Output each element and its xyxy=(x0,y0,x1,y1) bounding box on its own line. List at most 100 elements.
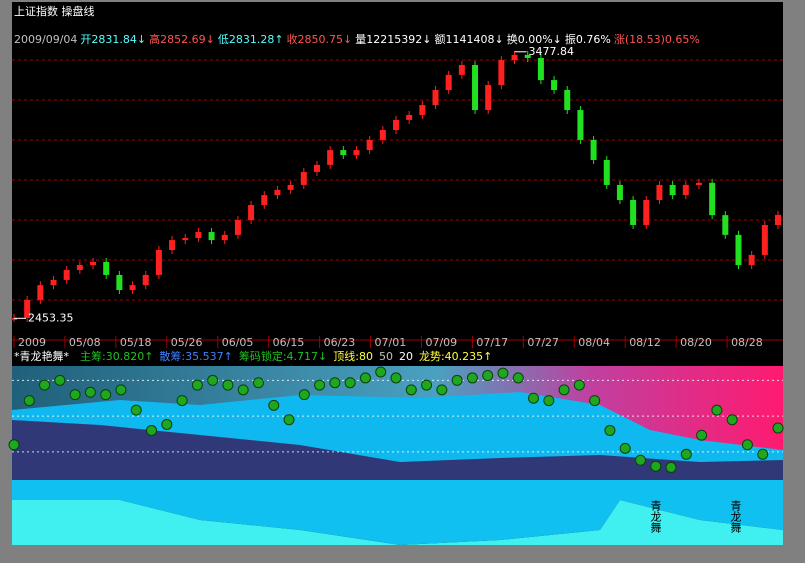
candle xyxy=(735,234,742,266)
bubble xyxy=(573,379,585,391)
candle xyxy=(564,89,571,111)
candle xyxy=(472,65,479,111)
candle xyxy=(406,114,413,120)
bubble xyxy=(283,414,295,426)
bubble xyxy=(665,461,677,473)
candle xyxy=(195,232,202,239)
bubble xyxy=(8,439,20,451)
x-tick-label: 08/12 xyxy=(629,336,661,349)
bubble xyxy=(329,377,341,389)
x-tick-label: 05/26 xyxy=(171,336,203,349)
candle xyxy=(24,299,31,318)
bubble xyxy=(604,424,616,436)
candle xyxy=(524,54,531,58)
x-tick-label: 08/28 xyxy=(731,336,763,349)
x-tick-label: 06/05 xyxy=(222,336,254,349)
bubble xyxy=(237,384,249,396)
legend-item: 50 xyxy=(379,350,393,363)
candle xyxy=(76,265,83,271)
bubble xyxy=(650,460,662,472)
candle xyxy=(340,150,347,156)
candle xyxy=(90,261,97,266)
bubble xyxy=(298,389,310,401)
x-tick-label: 07/17 xyxy=(476,336,508,349)
candle xyxy=(551,80,558,90)
info-item: 低2831.28↑ xyxy=(218,33,284,46)
bubble xyxy=(146,424,158,436)
bubble xyxy=(130,404,142,416)
candle xyxy=(419,105,426,115)
legend-item: 散筹:35.537↑ xyxy=(159,349,232,363)
bubble xyxy=(589,395,601,407)
x-tick-label: 08/04 xyxy=(578,336,610,349)
x-tick-label: 07/09 xyxy=(425,336,457,349)
candle xyxy=(353,150,360,156)
x-tick-label: 07/01 xyxy=(375,336,407,349)
bubble xyxy=(451,374,463,386)
bubble xyxy=(314,379,326,391)
legend-item: 主筹:30.820↑ xyxy=(80,349,153,363)
x-tick-label: 05/08 xyxy=(69,336,101,349)
candle xyxy=(327,150,334,165)
bubble xyxy=(634,454,646,466)
bubble xyxy=(528,392,540,404)
bubble xyxy=(512,372,524,384)
x-tick-label: 07/27 xyxy=(527,336,559,349)
bubble xyxy=(558,384,570,396)
bubble xyxy=(421,379,433,391)
info-item: 振0.76% xyxy=(565,32,611,46)
candle xyxy=(274,189,281,196)
candle xyxy=(616,184,623,201)
info-item: 收2850.75↓ xyxy=(287,32,353,46)
candle xyxy=(590,139,597,160)
candle xyxy=(656,184,663,201)
candle xyxy=(669,184,676,196)
bubble xyxy=(466,372,478,384)
candle xyxy=(208,232,215,241)
candle xyxy=(775,214,781,226)
bubble xyxy=(359,372,371,384)
legend-item: 顶线:80 xyxy=(333,349,373,363)
bubble xyxy=(772,422,784,434)
bubble xyxy=(741,439,753,451)
band-aqua xyxy=(12,500,783,545)
candle xyxy=(511,54,518,61)
candle xyxy=(485,85,492,111)
candle xyxy=(379,130,386,140)
bubble xyxy=(115,384,127,396)
band-dark xyxy=(12,420,783,480)
watermark: 青龙舞 xyxy=(649,500,662,534)
candle xyxy=(643,200,650,226)
annotation: 2453.35 xyxy=(28,311,74,324)
candle xyxy=(261,195,268,205)
candle xyxy=(695,182,702,185)
info-item: 换0.00%↓ xyxy=(507,32,562,46)
candle xyxy=(287,184,294,190)
legend-item: 龙势:40.235↑ xyxy=(419,350,492,363)
watermark: 青龙舞 xyxy=(729,500,742,534)
candle xyxy=(709,182,716,216)
title: 上证指数 操盘线 xyxy=(14,4,95,18)
bubble xyxy=(23,395,35,407)
x-tick-label: 06/15 xyxy=(273,336,305,349)
legend-item: 20 xyxy=(399,350,413,363)
candle xyxy=(37,285,44,300)
candle xyxy=(50,279,57,286)
candle xyxy=(748,254,755,266)
info-item: 开2831.84↓ xyxy=(80,33,146,46)
candle xyxy=(393,119,399,131)
candle xyxy=(498,60,505,86)
bubble xyxy=(711,404,723,416)
bubble xyxy=(161,418,173,430)
candle xyxy=(537,57,544,81)
candle xyxy=(722,215,729,235)
candle xyxy=(182,238,189,241)
bubble xyxy=(726,414,738,426)
bubble xyxy=(757,448,769,460)
bubble xyxy=(39,379,51,391)
bubble xyxy=(482,370,494,382)
candle xyxy=(458,65,465,75)
candle xyxy=(445,74,452,90)
bubble xyxy=(252,377,264,389)
bubble xyxy=(405,384,417,396)
